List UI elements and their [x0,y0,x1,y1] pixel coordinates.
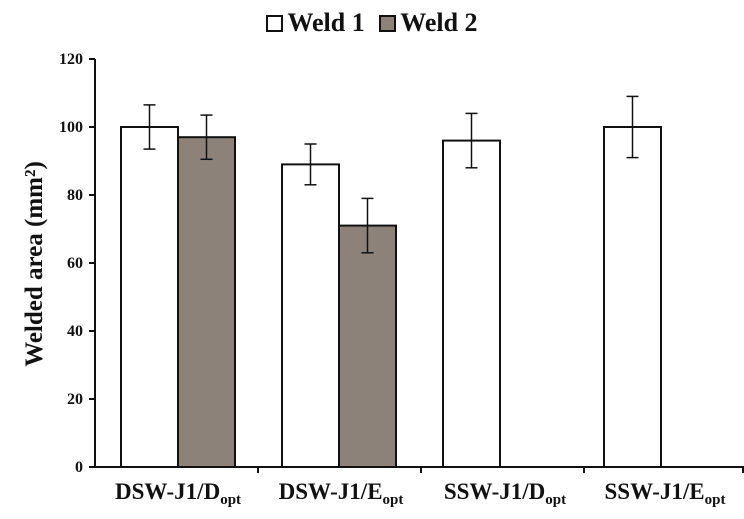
y-tick-label: 120 [59,51,83,68]
bar-weld-2-0 [177,136,236,468]
legend-swatch-weld-2 [379,15,397,33]
bar-weld-1-3 [603,126,662,468]
legend-item-weld-2: Weld 2 [379,8,478,38]
bar-weld-1-0 [120,126,179,468]
y-tick-label: 40 [67,323,83,340]
bar-weld-1-1 [281,163,340,468]
bars [120,126,662,468]
y-axis-ticks: 0 20 40 60 80 100 120 [59,51,95,476]
legend-label-weld-2: Weld 2 [400,8,478,38]
bar-weld-1-2 [442,139,501,468]
y-tick-label: 60 [67,255,83,272]
legend-label-weld-1: Weld 1 [287,8,365,38]
y-tick-label: 100 [59,119,83,136]
category-label-ssw-j1-dopt: SSW-J1/Dopt [443,479,567,508]
legend-swatch-weld-1 [266,15,284,33]
y-tick-label: 20 [67,391,83,408]
x-axis-ticks [257,467,744,473]
category-label-dsw-j1-eopt: DSW-J1/Eopt [278,479,404,508]
bar-weld-2-1 [338,224,397,468]
category-label-dsw-j1-dopt: DSW-J1/Dopt [114,479,242,508]
category-label-ssw-j1-eopt: SSW-J1/Eopt [604,479,726,508]
error-bars [143,95,639,254]
y-tick-label: 0 [75,459,83,476]
y-axis-label: Welded area (mm²) [21,161,48,367]
legend: Weld 1 Weld 2 [0,6,744,38]
legend-item-weld-1: Weld 1 [266,8,365,38]
y-tick-label: 80 [67,187,83,204]
